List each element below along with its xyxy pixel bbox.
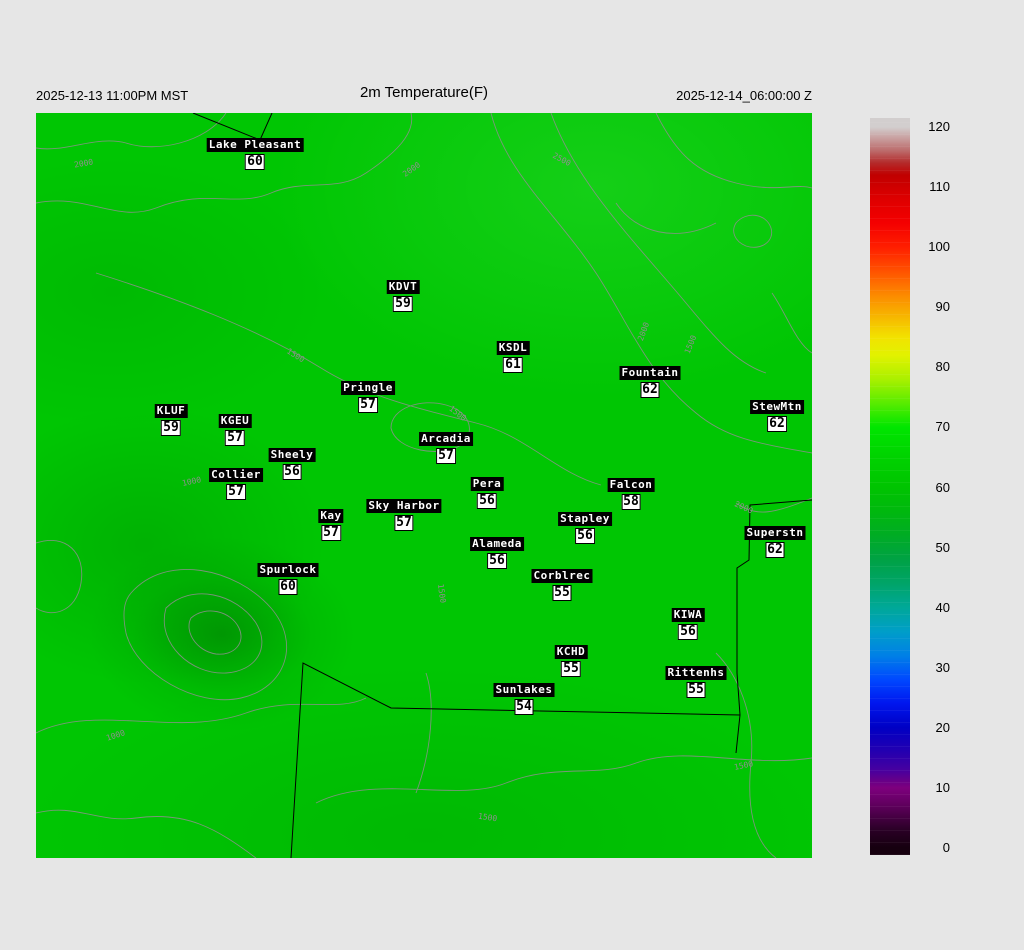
- colorbar-tick-label: 30: [935, 659, 950, 675]
- station-marker: KDVT 59: [386, 280, 420, 312]
- station-temperature-value: 54: [514, 699, 534, 715]
- plot-title: 2m Temperature(F): [359, 84, 489, 101]
- colorbar-tick-label: 60: [935, 479, 950, 495]
- station-marker: Collier 57: [209, 468, 263, 500]
- station-name: Spurlock: [257, 563, 319, 577]
- station-name: Falcon: [607, 478, 655, 492]
- station-marker: Sheely 56: [268, 448, 316, 480]
- station-temperature-value: 56: [282, 464, 302, 480]
- colorbar-tick-label: 10: [935, 779, 950, 795]
- station-marker: Alameda 56: [470, 537, 524, 569]
- station-temperature-value: 59: [161, 420, 181, 436]
- temperature-map: 2000 2000 2500 1500 1500 2000 1500 1000 2000 1500…: [36, 113, 812, 858]
- station-name: Sheely: [268, 448, 316, 462]
- station-name: Collier: [209, 468, 263, 482]
- station-name: Stapley: [558, 512, 612, 526]
- elevation-contours: [36, 113, 812, 858]
- colorbar-bands: [870, 118, 910, 855]
- station-marker: KCHD 55: [554, 645, 588, 677]
- colorbar-tick-label: 40: [935, 599, 950, 615]
- station-name: Pera: [470, 477, 504, 491]
- colorbar-tick-label: 0: [942, 840, 950, 855]
- station-marker: Sky Harbor 57: [366, 499, 442, 531]
- station-temperature-value: 62: [765, 542, 785, 558]
- station-temperature-value: 55: [686, 682, 706, 698]
- station-name: Rittenhs: [665, 666, 727, 680]
- station-marker: KSDL 61: [496, 341, 530, 373]
- station-name: Superstn: [744, 526, 806, 540]
- station-temperature-value: 57: [225, 430, 245, 446]
- station-name: KLUF: [154, 404, 188, 418]
- station-temperature-value: 59: [393, 296, 413, 312]
- station-marker: Arcadia 57: [419, 432, 473, 464]
- station-marker: Falcon 58: [607, 478, 655, 510]
- station-temperature-value: 57: [394, 515, 414, 531]
- station-temperature-value: 55: [552, 585, 572, 601]
- station-temperature-value: 58: [621, 494, 641, 510]
- station-name: KDVT: [386, 280, 420, 294]
- station-name: KCHD: [554, 645, 588, 659]
- station-temperature-value: 57: [436, 448, 456, 464]
- station-temperature-value: 62: [640, 382, 660, 398]
- station-temperature-value: 55: [561, 661, 581, 677]
- station-name: Corblrec: [531, 569, 593, 583]
- station-marker: Stapley 56: [558, 512, 612, 544]
- colorbar-tick-label: 80: [935, 359, 950, 375]
- station-marker: Corblrec 55: [531, 569, 593, 601]
- station-marker: StewMtn 62: [750, 400, 804, 432]
- station-marker: Sunlakes 54: [493, 683, 555, 715]
- colorbar-tick-label: 70: [935, 419, 950, 435]
- station-marker: KGEU 57: [218, 414, 252, 446]
- station-marker: KLUF 59: [154, 404, 188, 436]
- station-marker: Superstn 62: [744, 526, 806, 558]
- station-name: StewMtn: [750, 400, 804, 414]
- station-name: Fountain: [619, 366, 681, 380]
- station-temperature-value: 56: [575, 528, 595, 544]
- station-marker: Lake Pleasant 60: [206, 138, 304, 170]
- station-name: KGEU: [218, 414, 252, 428]
- station-name: Sky Harbor: [366, 499, 442, 513]
- station-marker: Fountain 62: [619, 366, 681, 398]
- colorbar-tick-label: 50: [935, 539, 950, 555]
- station-temperature-value: 57: [321, 525, 341, 541]
- station-temperature-value: 57: [226, 484, 246, 500]
- station-temperature-value: 62: [767, 416, 787, 432]
- station-name: KSDL: [496, 341, 530, 355]
- valid-time-utc: 2025-12-14_06:00:00 Z: [676, 88, 812, 103]
- colorbar-tick-label: 20: [935, 719, 950, 735]
- station-marker: Pera 56: [470, 477, 504, 509]
- colorbar-tick-label: 120: [928, 119, 950, 134]
- station-marker: Spurlock 60: [257, 563, 319, 595]
- station-temperature-value: 56: [678, 624, 698, 640]
- station-name: Kay: [318, 509, 344, 523]
- station-name: Arcadia: [419, 432, 473, 446]
- station-temperature-value: 61: [503, 357, 523, 373]
- station-temperature-value: 60: [278, 579, 298, 595]
- station-temperature-value: 57: [358, 397, 378, 413]
- colorbar-tick-label: 100: [928, 239, 950, 255]
- colorbar: [870, 118, 910, 855]
- station-temperature-value: 60: [245, 154, 265, 170]
- station-name: Sunlakes: [493, 683, 555, 697]
- colorbar-tick-label: 90: [935, 299, 950, 315]
- station-name: Pringle: [341, 381, 395, 395]
- station-marker: KIWA 56: [671, 608, 705, 640]
- colorbar-tick-label: 110: [929, 179, 950, 195]
- station-marker: Pringle 57: [341, 381, 395, 413]
- contour-lines-layer: [36, 113, 812, 858]
- station-temperature-value: 56: [487, 553, 507, 569]
- station-name: KIWA: [671, 608, 705, 622]
- station-name: Alameda: [470, 537, 524, 551]
- station-marker: Kay 57: [318, 509, 344, 541]
- station-name: Lake Pleasant: [206, 138, 304, 152]
- valid-time-local: 2025-12-13 11:00PM MST: [36, 88, 189, 103]
- station-temperature-value: 56: [477, 493, 497, 509]
- station-marker: Rittenhs 55: [665, 666, 727, 698]
